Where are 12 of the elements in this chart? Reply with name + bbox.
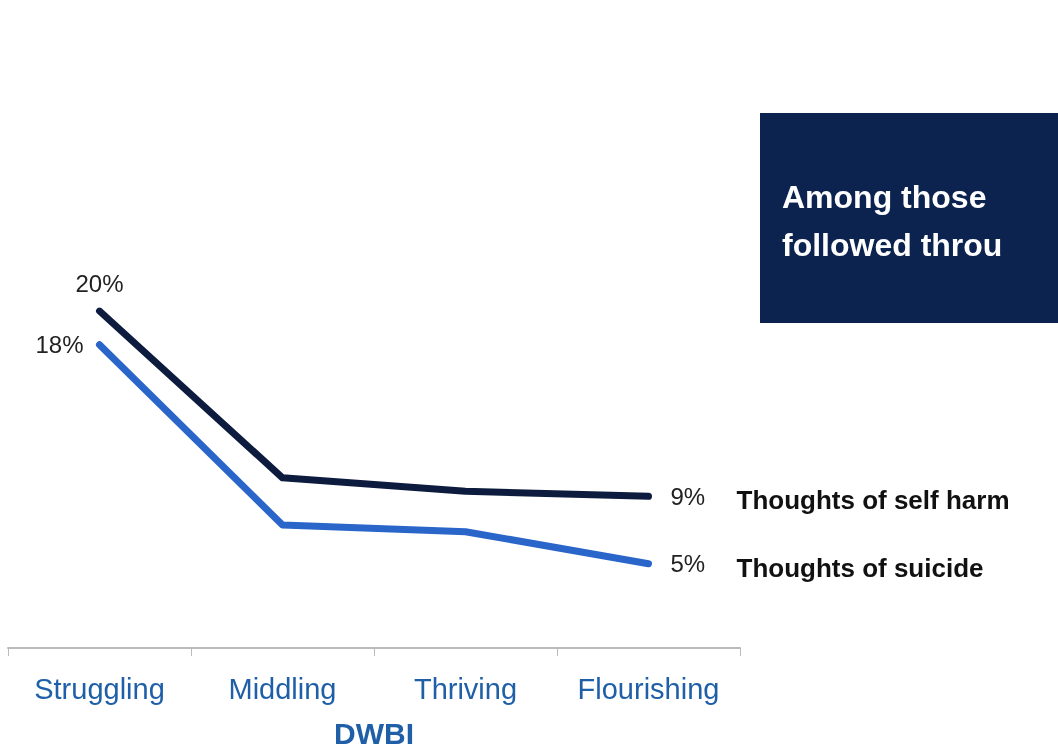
x-axis-title: DWBI bbox=[334, 716, 414, 750]
data-label: 5% bbox=[670, 550, 706, 578]
text: Thoughts of suicide bbox=[736, 552, 984, 583]
x-tick-label: Flourishing bbox=[577, 672, 720, 705]
x-tick-label: Thriving bbox=[413, 672, 518, 705]
data-label: 9% bbox=[670, 482, 706, 510]
x-tick-label: Middling bbox=[228, 672, 337, 705]
text: Thoughts of self harm bbox=[736, 485, 1010, 516]
data-label: 18% bbox=[35, 331, 84, 359]
callout-box: Among those followed throu bbox=[760, 113, 1058, 323]
x-tick-label: Struggling bbox=[34, 672, 165, 705]
data-label: 20% bbox=[75, 269, 124, 297]
